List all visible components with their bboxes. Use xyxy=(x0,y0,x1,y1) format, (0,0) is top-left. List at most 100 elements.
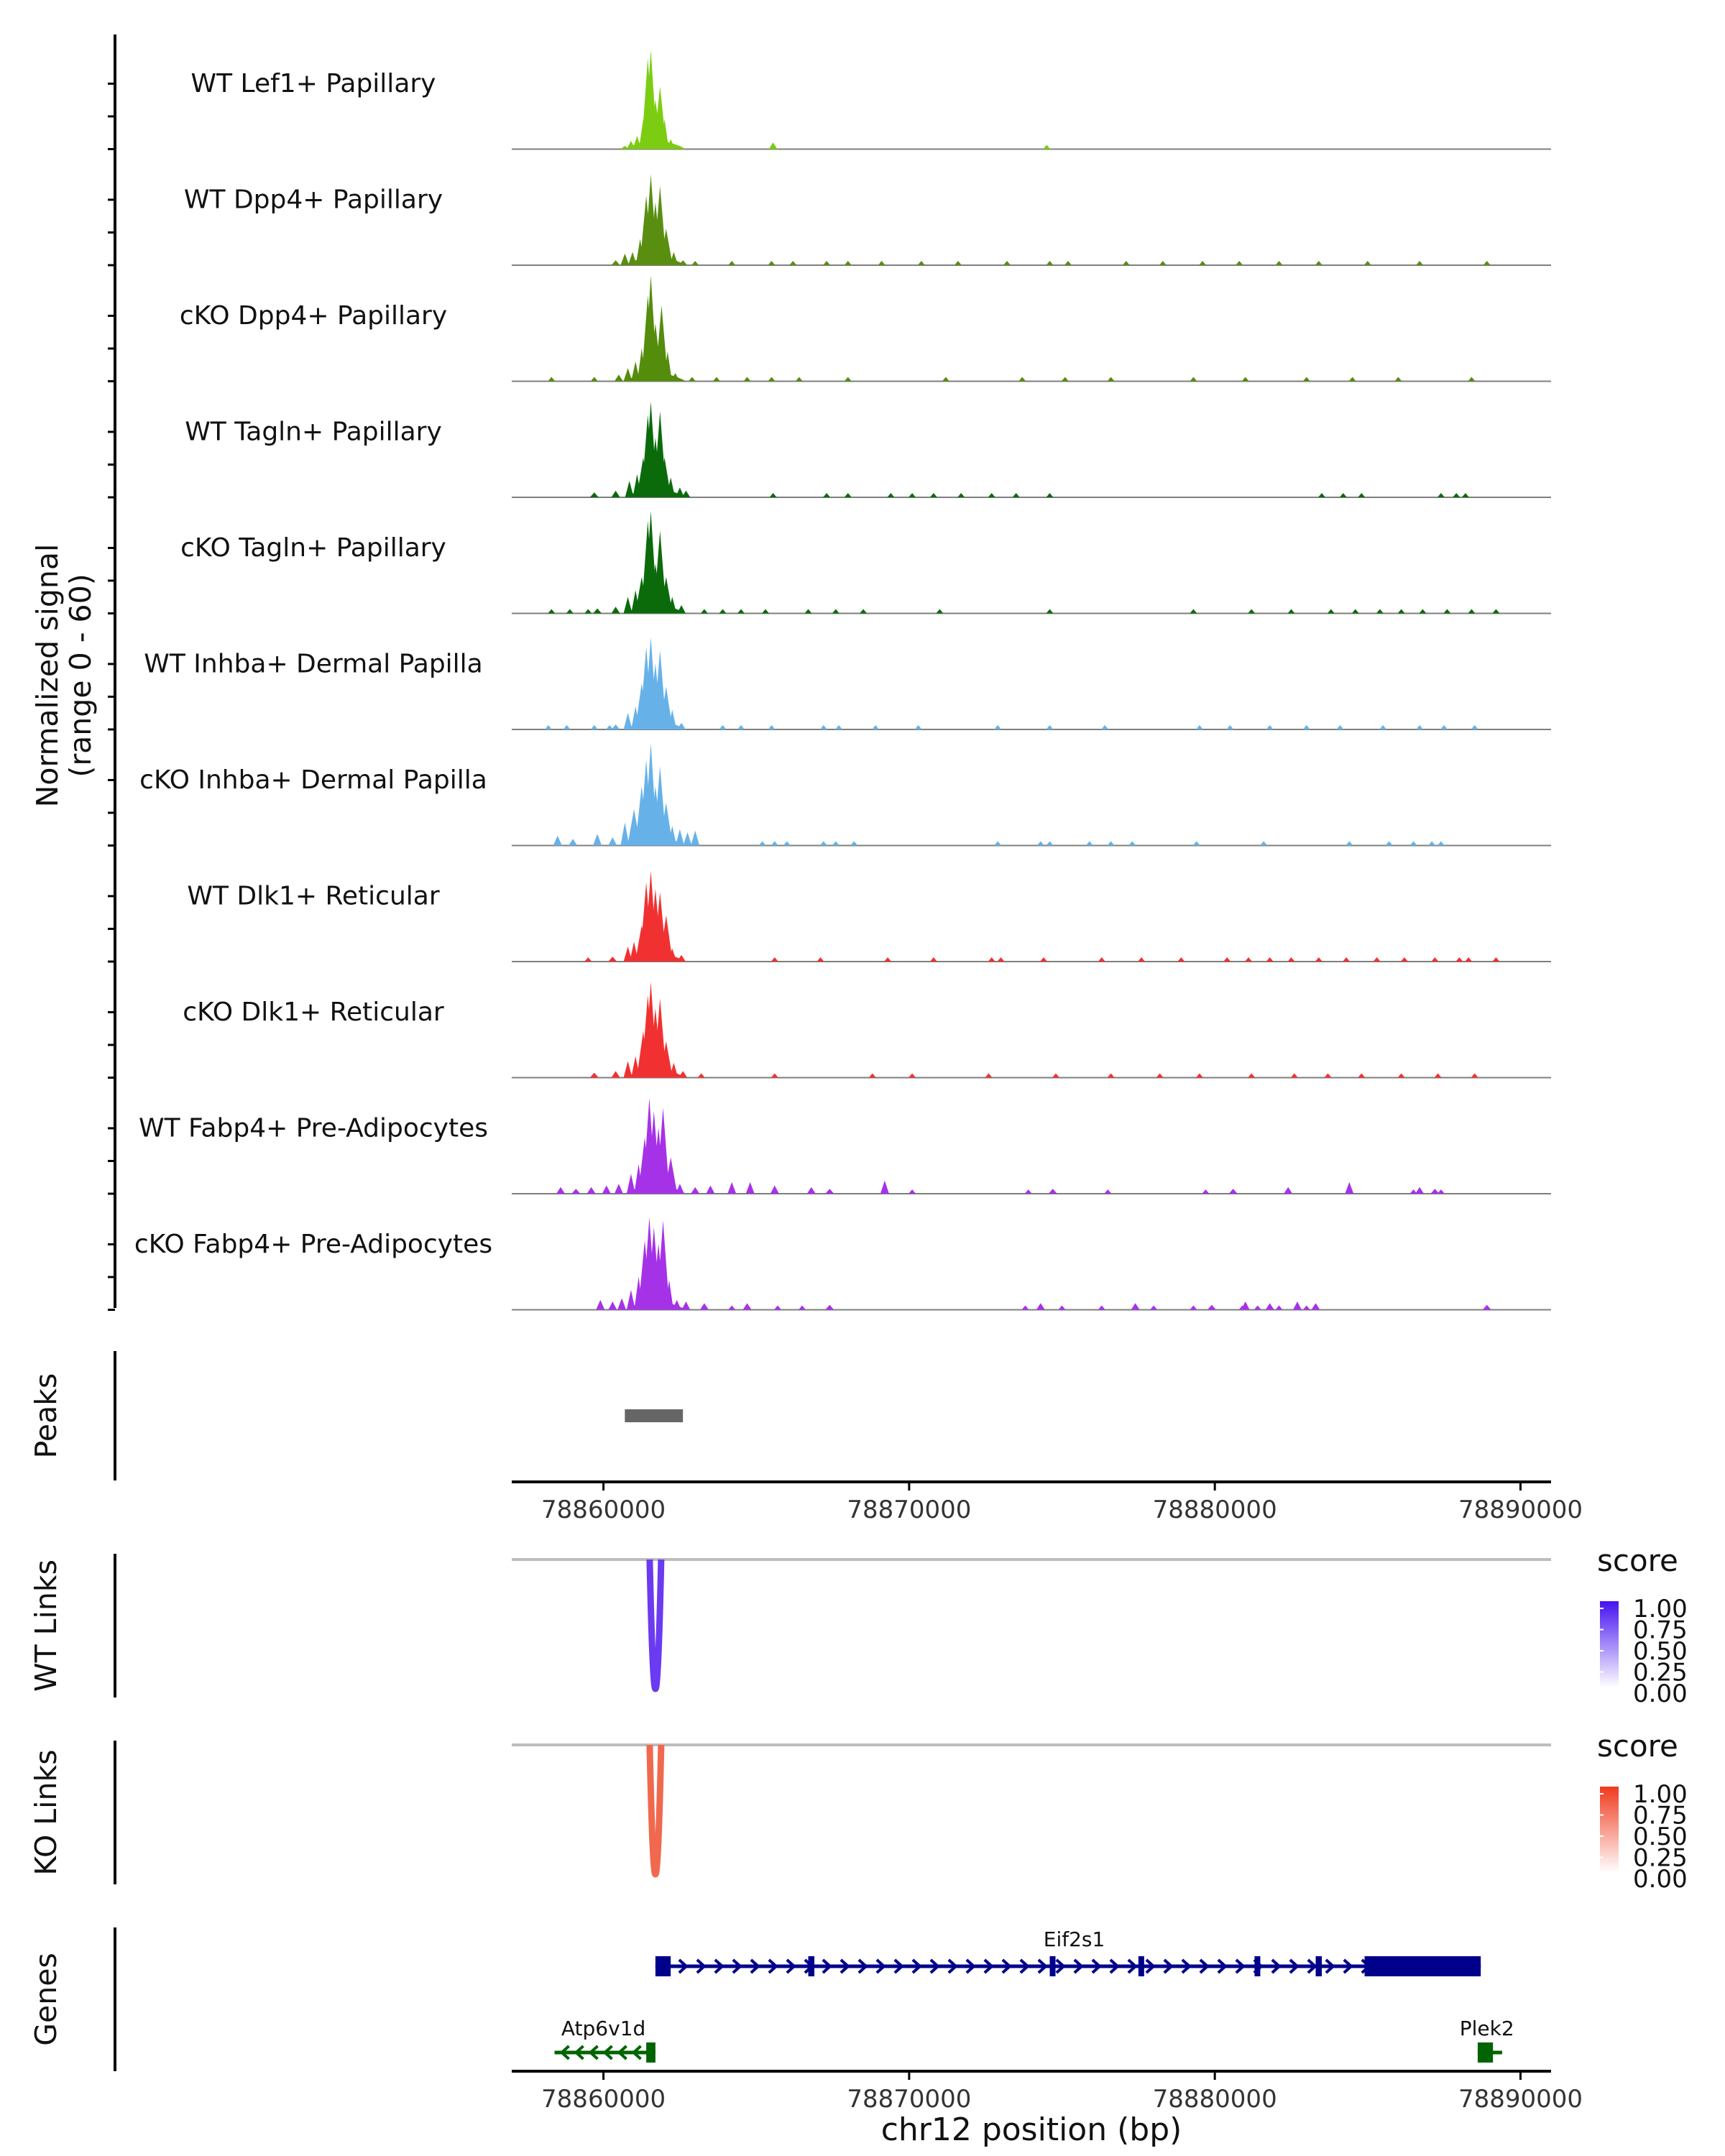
signal-noise xyxy=(1036,841,1044,846)
signal-noise xyxy=(1437,841,1445,846)
signal-peak xyxy=(623,596,632,614)
signal-noise xyxy=(1098,957,1105,962)
gene-model: Eif2s1 xyxy=(655,1927,1481,1976)
signal-noise xyxy=(868,1073,876,1078)
signal-noise xyxy=(942,377,949,382)
signal-noise xyxy=(1416,261,1424,265)
signal-noise xyxy=(832,841,840,846)
signal-noise xyxy=(1012,493,1020,497)
strand-chevron xyxy=(1109,1958,1120,1974)
signal-noise xyxy=(1043,144,1051,149)
signal-peak xyxy=(623,946,632,962)
signal-peak xyxy=(1036,1303,1045,1310)
signal-noise xyxy=(884,957,892,962)
signal-noise xyxy=(1327,609,1335,614)
signal-peak xyxy=(655,305,668,382)
coverage-track: WT Fabp4+ Pre-Adipocytes xyxy=(139,1097,1551,1194)
signal-peak xyxy=(681,490,691,497)
signal-noise xyxy=(1443,609,1451,614)
signal-peak xyxy=(691,830,700,846)
signal-noise xyxy=(1358,1073,1366,1078)
signal-peak xyxy=(602,1185,611,1194)
legend-colorbar xyxy=(1600,1601,1619,1687)
signal-noise xyxy=(712,377,720,382)
strand-chevron xyxy=(840,1958,850,1974)
strand-chevron xyxy=(1325,1958,1335,1974)
genes-section: Genes Eif2s1 Atp6v1d Plek2 78860000 7887000… xyxy=(29,1927,1583,2148)
signal-peak xyxy=(1311,1303,1320,1310)
strand-chevron xyxy=(714,1958,724,1974)
legend-tick-label: 0.00 xyxy=(1633,1680,1688,1708)
strand-chevron xyxy=(602,2045,613,2060)
coverage-track: WT Dpp4+ Papillary xyxy=(184,174,1551,266)
signal-noise xyxy=(1040,957,1047,962)
signal-noise xyxy=(908,1189,916,1194)
signal-noise xyxy=(548,377,556,382)
signal-base xyxy=(625,837,686,846)
signal-noise xyxy=(929,493,937,497)
track-label: cKO Tagln+ Papillary xyxy=(180,533,446,563)
strand-chevron xyxy=(947,1958,958,1974)
signal-peak xyxy=(659,576,673,614)
signal-peak xyxy=(806,1187,816,1194)
wt-links-section: WT Links score 1.000.750.500.250.00 xyxy=(29,1543,1688,1708)
signal-noise xyxy=(1434,1073,1442,1078)
signal-noise xyxy=(1195,1073,1203,1078)
gene-exon xyxy=(646,2042,656,2063)
signal-noise xyxy=(566,609,574,614)
wt-links-score-legend: score 1.000.750.500.250.00 xyxy=(1597,1543,1688,1708)
signal-noise xyxy=(1150,1305,1158,1310)
signal-peak xyxy=(659,802,673,846)
strand-chevron xyxy=(1037,1958,1048,1974)
signal-noise xyxy=(816,957,824,962)
signal-noise xyxy=(850,841,858,846)
signal-noise xyxy=(697,1073,705,1078)
signal-noise xyxy=(835,725,843,729)
signal-peak xyxy=(727,1181,737,1194)
signal-noise xyxy=(728,1305,736,1310)
signal-peak xyxy=(571,1189,581,1194)
signal-peak xyxy=(1131,1303,1140,1310)
signal-noise xyxy=(954,261,962,265)
signal-noise xyxy=(590,377,598,382)
signal-peak xyxy=(770,1185,779,1194)
coverage-track: cKO Fabp4+ Pre-Adipocytes xyxy=(134,1217,1551,1311)
signal-base xyxy=(625,141,686,149)
signal-noise xyxy=(1287,609,1295,614)
signal-noise xyxy=(1248,1073,1256,1078)
signal-noise xyxy=(1339,493,1347,497)
signal-base xyxy=(625,257,686,265)
signal-noise xyxy=(1468,609,1476,614)
coverage-track: WT Dlk1+ Reticular xyxy=(187,870,1551,962)
signal-noise xyxy=(1302,725,1310,729)
signal-noise xyxy=(1101,725,1109,729)
signal-noise xyxy=(774,1305,781,1310)
signal-noise xyxy=(1461,493,1469,497)
signal-noise xyxy=(1431,957,1439,962)
signal-peak xyxy=(596,1299,605,1310)
signal-noise xyxy=(584,609,592,614)
signal-noise xyxy=(768,725,776,729)
coverage-track: cKO Inhba+ Dermal Papilla xyxy=(139,742,1551,847)
signal-noise xyxy=(985,1073,993,1078)
signal-peak xyxy=(586,1187,596,1194)
gene-exon xyxy=(1315,1956,1322,1976)
x-axis-lower: 78860000 78870000 78880000 78890000 xyxy=(512,2070,1583,2114)
signal-peak xyxy=(699,1303,709,1310)
signal-noise xyxy=(1003,261,1011,265)
signal-noise xyxy=(1122,261,1130,265)
signal-noise xyxy=(957,493,965,497)
signal-peak xyxy=(611,260,620,265)
signal-noise xyxy=(1104,1189,1112,1194)
signal-noise xyxy=(1397,609,1405,614)
signal-noise xyxy=(844,377,852,382)
signal-noise xyxy=(1437,493,1445,497)
signal-noise xyxy=(1223,957,1231,962)
signal-noise xyxy=(1128,841,1136,846)
signal-noise xyxy=(1483,261,1491,265)
legend-tick-label: 0.75 xyxy=(1633,1616,1688,1645)
signal-noise xyxy=(819,841,827,846)
signal-peak xyxy=(623,368,632,382)
signal-noise xyxy=(769,144,777,149)
signal-noise xyxy=(769,493,777,497)
